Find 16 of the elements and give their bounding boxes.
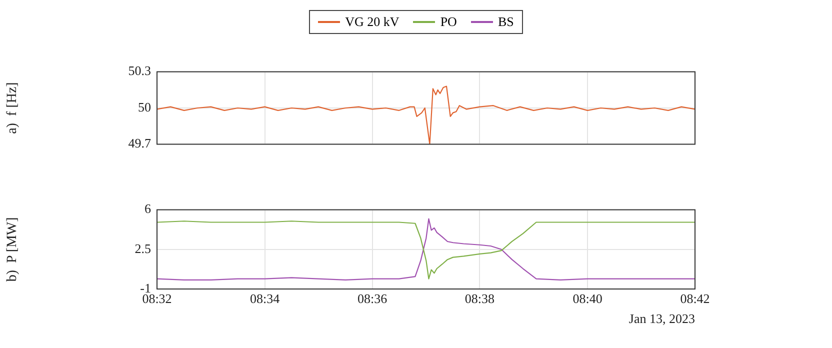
- legend-label: BS: [498, 14, 514, 30]
- y-axis-title: b) P [MW]: [5, 217, 20, 282]
- y-tick-label: 50.3: [128, 63, 151, 78]
- legend-label: PO: [440, 14, 457, 30]
- x-tick-label: 08:40: [572, 291, 602, 306]
- y-tick-label: 2.5: [134, 240, 151, 256]
- y-axis-title: a) f [Hz]: [5, 82, 20, 134]
- x-tick-label: 08:36: [357, 291, 388, 306]
- text: Jan 13, 2023: [628, 310, 695, 326]
- y-tick-label: 49.7: [128, 136, 152, 151]
- x-tick-label: 08:34: [250, 291, 280, 306]
- x-tick-label: 08:38: [464, 291, 495, 306]
- legend-label: VG 20 kV: [345, 14, 400, 30]
- x-tick-label: 08:42: [680, 291, 710, 306]
- y-tick-label: 50: [138, 99, 151, 114]
- y-tick-label: 6: [144, 201, 152, 216]
